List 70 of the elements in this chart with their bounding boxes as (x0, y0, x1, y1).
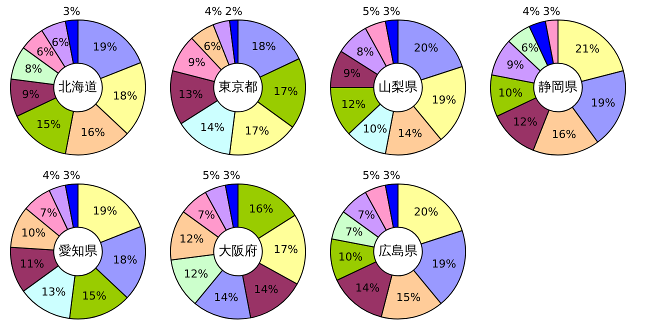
data-label: 4% (42, 168, 60, 182)
data-label: 4% (204, 4, 222, 18)
data-label: 8% (356, 45, 374, 58)
data-label: 17% (273, 84, 298, 98)
data-label: 7% (358, 208, 376, 222)
data-label: 20% (414, 42, 438, 55)
text: 東京都 (218, 80, 258, 95)
data-label: 3% (222, 168, 240, 182)
data-label: 7% (345, 225, 363, 238)
data-label: 10% (338, 250, 363, 264)
text: 広島県 (378, 242, 418, 259)
data-label: 6% (204, 40, 222, 53)
data-label: 7% (40, 206, 58, 220)
data-label: 12% (341, 98, 366, 111)
data-label: 18% (251, 40, 276, 53)
data-label: 10% (362, 122, 388, 136)
data-label: 14% (398, 126, 422, 140)
data-label: 9% (22, 88, 40, 101)
data-label: 4% (522, 4, 540, 18)
data-label: 16% (552, 128, 576, 141)
data-label: 6% (521, 42, 539, 55)
data-label: 16% (248, 202, 274, 216)
text: 山梨県 (378, 80, 418, 95)
data-label: 20% (414, 206, 438, 219)
data-label: 14% (214, 290, 238, 304)
data-label: 10% (21, 226, 46, 240)
data-label: 11% (20, 258, 44, 271)
data-label: 12% (179, 232, 204, 246)
data-label: 19% (92, 204, 118, 218)
data-label: 15% (82, 289, 106, 302)
data-label: 3% (382, 4, 400, 18)
data-label: 3% (542, 4, 560, 18)
data-label: 5% (362, 4, 380, 18)
text: 愛知県 (58, 244, 98, 259)
data-label: 19% (92, 40, 118, 54)
data-label: 12% (184, 267, 208, 280)
data-label: 16% (80, 126, 106, 139)
text: 北海道 (58, 80, 98, 95)
data-label: 14% (355, 281, 380, 294)
data-label: 21% (575, 42, 600, 56)
data-label: 12% (512, 115, 538, 128)
data-label: 18% (112, 89, 138, 102)
data-label: 7% (198, 208, 216, 222)
data-label: 9% (506, 58, 524, 72)
data-label: 2% (225, 4, 242, 18)
data-label: 13% (41, 286, 66, 299)
data-label: 9% (188, 56, 206, 69)
data-label: 3% (62, 4, 80, 18)
data-label: 17% (274, 242, 298, 256)
data-label: 3% (382, 168, 400, 182)
data-label: 19% (590, 96, 616, 110)
data-label: 8% (24, 62, 42, 76)
data-label: 5% (362, 168, 380, 182)
data-label: 5% (202, 168, 220, 182)
data-label: 15% (396, 291, 421, 304)
data-label: 18% (112, 253, 138, 266)
data-label: 14% (254, 283, 278, 296)
data-label: 13% (178, 88, 203, 101)
data-label: 19% (432, 258, 456, 271)
data-label: 9% (343, 66, 361, 80)
data-label: 14% (200, 120, 225, 134)
data-label: 6% (36, 45, 54, 58)
data-label: 19% (432, 94, 456, 107)
data-label: 17% (244, 124, 270, 138)
data-label: 3% (62, 168, 80, 182)
data-label: 15% (36, 118, 61, 132)
text: 静岡県 (538, 80, 578, 95)
data-label: 10% (498, 86, 523, 100)
text: 大阪府 (218, 242, 258, 259)
data-label: 6% (52, 36, 70, 49)
